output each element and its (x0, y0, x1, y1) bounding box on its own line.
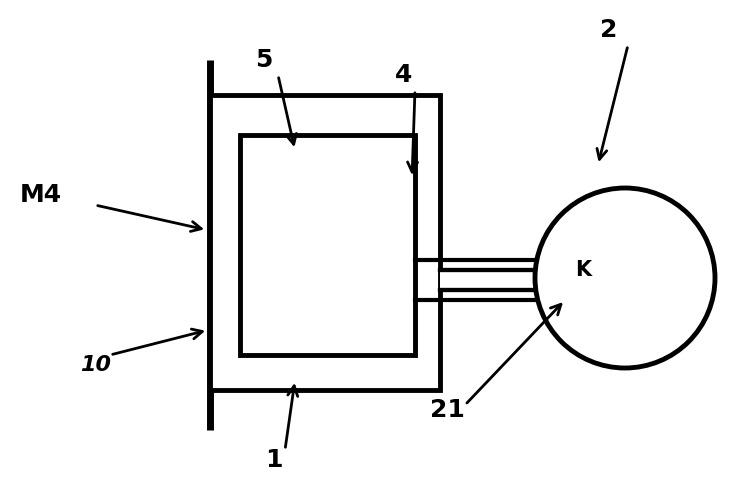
Text: K: K (575, 260, 591, 280)
Bar (210, 95, 440, 390)
Circle shape (535, 188, 715, 368)
Text: 21: 21 (430, 398, 465, 422)
Text: M4: M4 (20, 183, 62, 207)
Text: 2: 2 (600, 18, 617, 42)
Bar (240, 135, 415, 355)
Text: 10: 10 (80, 355, 111, 375)
Text: 5: 5 (255, 48, 273, 72)
Text: 1: 1 (265, 448, 282, 472)
Bar (440, 270, 570, 290)
Text: 4: 4 (395, 63, 412, 87)
